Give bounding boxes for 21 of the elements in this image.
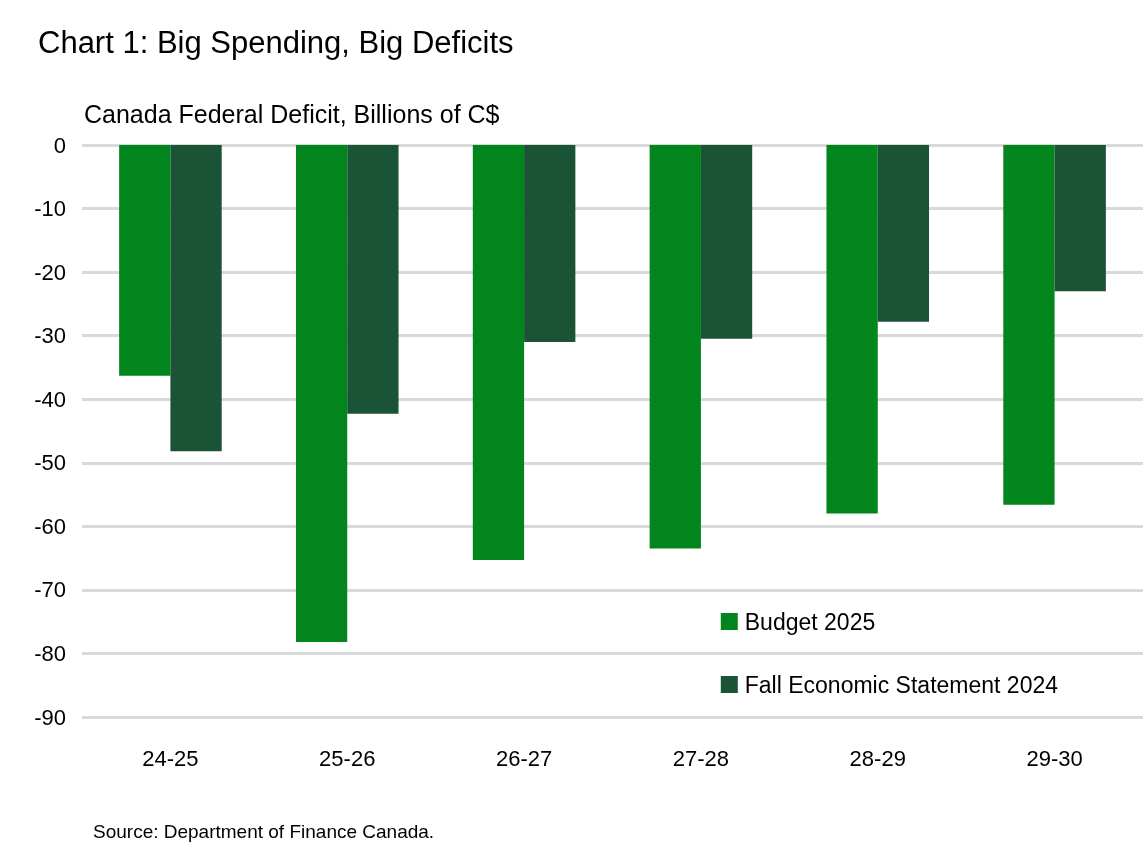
source-note: Source: Department of Finance Canada.	[93, 821, 435, 842]
x-tick-label: 25-26	[319, 745, 376, 771]
chart-subtitle: Canada Federal Deficit, Billions of C$	[84, 99, 500, 128]
y-tick-label: -60	[34, 513, 66, 539]
x-tick-label: 24-25	[142, 745, 199, 771]
y-tick-label: -10	[34, 196, 66, 222]
y-tick-label: -80	[34, 640, 66, 666]
y-tick-label: -30	[34, 323, 66, 349]
y-tick-label: -70	[34, 577, 66, 603]
legend-label: Fall Economic Statement 2024	[744, 671, 1059, 698]
x-tick-label: 26-27	[495, 745, 553, 771]
y-tick-label: -50	[34, 450, 66, 476]
x-tick-label: 28-29	[849, 745, 906, 771]
x-tick-label: 29-30	[1026, 745, 1083, 771]
y-tick-label: -90	[34, 704, 66, 730]
legend-label: Budget 2025	[744, 608, 876, 635]
chart-title: Chart 1: Big Spending, Big Deficits	[38, 25, 514, 60]
x-tick-label: 27-28	[672, 745, 730, 771]
y-tick-label: -20	[34, 259, 66, 285]
y-tick-label: 0	[53, 132, 66, 158]
y-tick-label: -40	[34, 386, 66, 412]
